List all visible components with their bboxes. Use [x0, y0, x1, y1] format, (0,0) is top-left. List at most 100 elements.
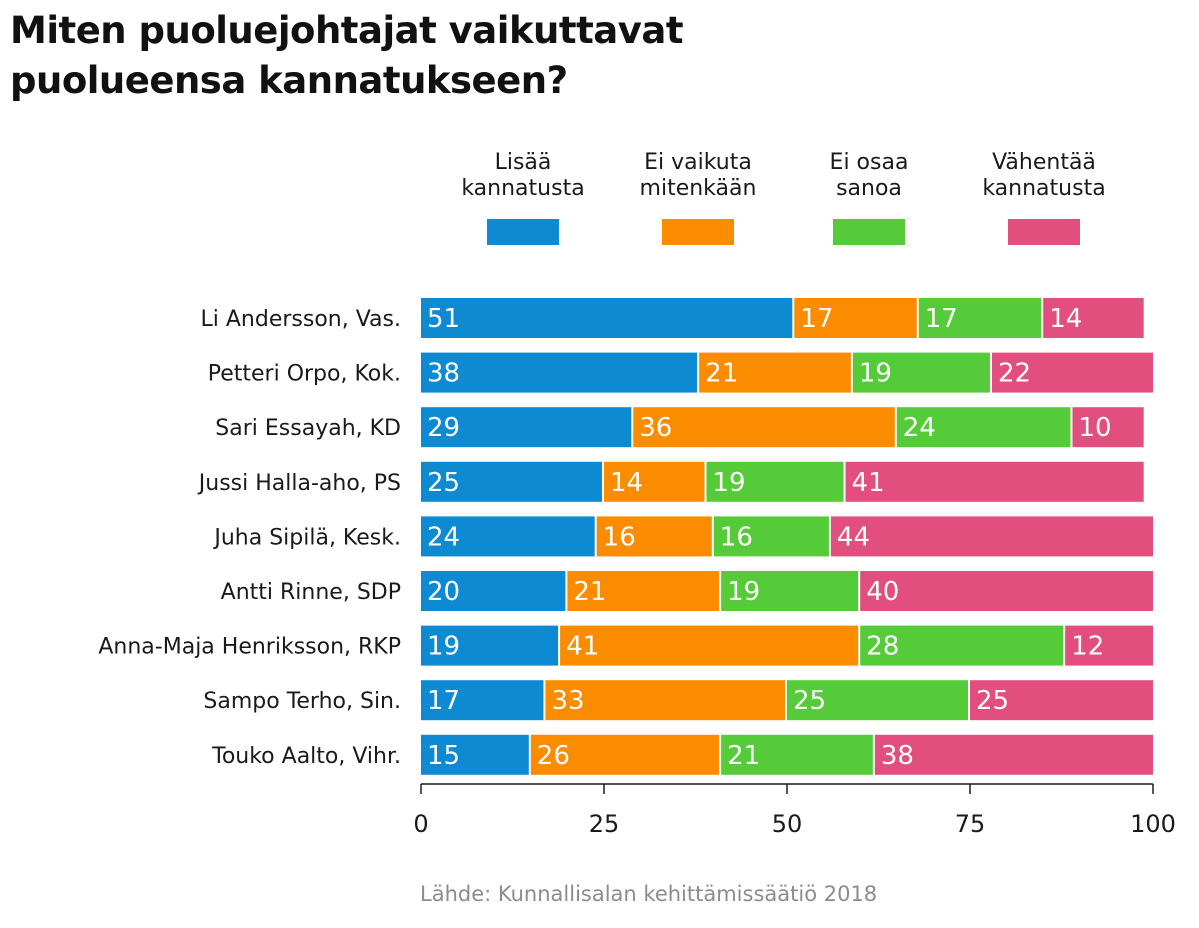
bar-segment-lisaa-kannatusta	[421, 571, 566, 611]
row-label: Antti Rinne, SDP	[221, 580, 401, 605]
data-label: 25	[427, 468, 460, 498]
bar-segment-lisaa-kannatusta	[421, 407, 632, 448]
data-label: 25	[976, 686, 1009, 716]
bar-segment-ei-osaa-sanoa	[713, 516, 829, 557]
bar-segment-ei-osaa-sanoa	[852, 352, 990, 393]
bar-segment-lisaa-kannatusta	[421, 734, 529, 775]
legend-label: mitenkään	[640, 176, 757, 201]
legend-label: Lisää	[495, 150, 552, 175]
bar-segment-lisaa-kannatusta	[421, 352, 698, 393]
legend-swatch	[833, 219, 905, 245]
data-label: 24	[903, 413, 936, 443]
legend-label: kannatusta	[461, 176, 584, 201]
data-label: 14	[1049, 304, 1082, 334]
data-label: 41	[566, 632, 599, 662]
row-label: Sari Essayah, KD	[215, 416, 401, 441]
chart-title-line-2: puolueensa kannatukseen?	[10, 59, 568, 102]
data-label: 17	[925, 304, 958, 334]
bar-segment-ei-vaikuta-mitenkaan	[560, 625, 859, 666]
bar-row-anna-maja-henriksson-rkp: Anna-Maja Henriksson, RKP 19 41 28 12	[98, 625, 1153, 666]
legend-label: Vähentää	[992, 150, 1096, 175]
data-label: 21	[727, 741, 760, 771]
data-label: 10	[1078, 413, 1111, 443]
bar-segment-ei-vaikuta-mitenkaan	[545, 680, 785, 721]
bar-segment-ei-osaa-sanoa	[896, 407, 1071, 448]
data-label: 33	[551, 686, 584, 716]
bar-segment-lisaa-kannatusta	[421, 516, 595, 557]
data-label: 12	[1071, 632, 1104, 662]
bar-segment-ei-osaa-sanoa	[860, 625, 1064, 666]
bar-segment-lisaa-kannatusta	[421, 625, 559, 666]
data-label: 17	[427, 686, 460, 716]
x-tick-label: 25	[589, 810, 620, 838]
bar-segment-ei-vaikuta-mitenkaan	[530, 734, 720, 775]
bar-segment-lisaa-kannatusta	[421, 680, 544, 721]
row-label: Anna-Maja Henriksson, RKP	[98, 635, 401, 660]
x-tick-label: 100	[1130, 810, 1176, 838]
bar-segment-vahentaa-kannatusta	[860, 571, 1153, 611]
row-label: Touko Aalto, Vihr.	[211, 744, 401, 769]
chart-title-line-1: Miten puoluejohtajat vaikuttavat	[10, 9, 684, 52]
bar-segment-vahentaa-kannatusta	[1072, 407, 1144, 448]
data-label: 40	[866, 577, 899, 607]
bar-segment-vahentaa-kannatusta	[991, 352, 1153, 393]
data-label: 26	[537, 741, 570, 771]
bar-row-touko-aalto-vihr: Touko Aalto, Vihr. 15 26 21 38	[211, 734, 1153, 775]
data-label: 19	[727, 577, 760, 607]
legend-label: kannatusta	[982, 176, 1105, 201]
legend-label: Ei vaikuta	[644, 150, 752, 175]
data-label: 51	[427, 304, 460, 334]
bar-segment-ei-vaikuta-mitenkaan	[604, 461, 705, 502]
data-label: 15	[427, 741, 460, 771]
chart-title: Miten puoluejohtajat vaikuttavat puoluee…	[10, 6, 684, 106]
data-label: 24	[427, 522, 460, 552]
data-label: 28	[866, 632, 899, 662]
bar-row-juha-sipila-kesk: Juha Sipilä, Kesk. 24 16 16 44	[212, 516, 1153, 557]
bar-segment-ei-osaa-sanoa	[918, 298, 1042, 338]
bar-row-petteri-orpo-kok: Petteri Orpo, Kok. 38 21 19 22	[208, 352, 1153, 393]
legend-swatch	[1008, 219, 1080, 245]
bar-segment-vahentaa-kannatusta	[970, 680, 1153, 721]
bar-row-antti-rinne-sdp: Antti Rinne, SDP 20 21 19 40	[221, 571, 1153, 611]
bar-row-sari-essayah-kd: Sari Essayah, KD 29 36 24 10	[215, 407, 1144, 448]
data-label: 25	[793, 686, 826, 716]
bar-row-li-andersson-vas: Li Andersson, Vas. 51 17 17 14	[201, 298, 1144, 338]
data-label: 22	[998, 359, 1031, 389]
bar-segment-ei-vaikuta-mitenkaan	[633, 407, 895, 448]
data-label: 19	[712, 468, 745, 498]
data-label: 20	[427, 577, 460, 607]
row-label: Li Andersson, Vas.	[201, 307, 402, 332]
legend-label: sanoa	[836, 176, 902, 201]
data-label: 19	[859, 359, 892, 389]
bar-segment-ei-osaa-sanoa	[721, 571, 859, 611]
data-label: 38	[881, 741, 914, 771]
data-label: 38	[427, 359, 460, 389]
bar-segment-vahentaa-kannatusta	[1065, 625, 1153, 666]
bar-segment-vahentaa-kannatusta	[845, 461, 1144, 502]
legend-swatch	[662, 219, 734, 245]
bar-segment-lisaa-kannatusta	[421, 461, 602, 502]
legend-label: Ei osaa	[830, 150, 909, 175]
bar-row-jussi-halla-aho-ps: Jussi Halla-aho, PS 25 14 19 41	[197, 461, 1144, 502]
bar-row-sampo-terho-sin: Sampo Terho, Sin. 17 33 25 25	[203, 680, 1153, 721]
source-note: Lähde: Kunnallisalan kehittämissäätiö 20…	[420, 882, 877, 906]
data-label: 14	[610, 468, 643, 498]
bar-segment-ei-vaikuta-mitenkaan	[699, 352, 851, 393]
data-label: 44	[837, 522, 870, 552]
bar-segment-vahentaa-kannatusta	[830, 516, 1153, 557]
bar-segment-ei-osaa-sanoa	[787, 680, 968, 721]
data-label: 41	[852, 468, 885, 498]
x-axis: 0 25 50 75 100	[413, 783, 1176, 838]
data-label: 17	[800, 304, 833, 334]
bar-segment-vahentaa-kannatusta	[874, 734, 1153, 775]
x-tick-label: 50	[772, 810, 803, 838]
bar-segment-ei-osaa-sanoa	[721, 734, 873, 775]
x-tick-label: 0	[413, 810, 428, 838]
data-label: 19	[427, 632, 460, 662]
bar-segment-ei-osaa-sanoa	[706, 461, 844, 502]
data-label: 21	[705, 359, 738, 389]
bar-segment-ei-vaikuta-mitenkaan	[567, 571, 720, 611]
